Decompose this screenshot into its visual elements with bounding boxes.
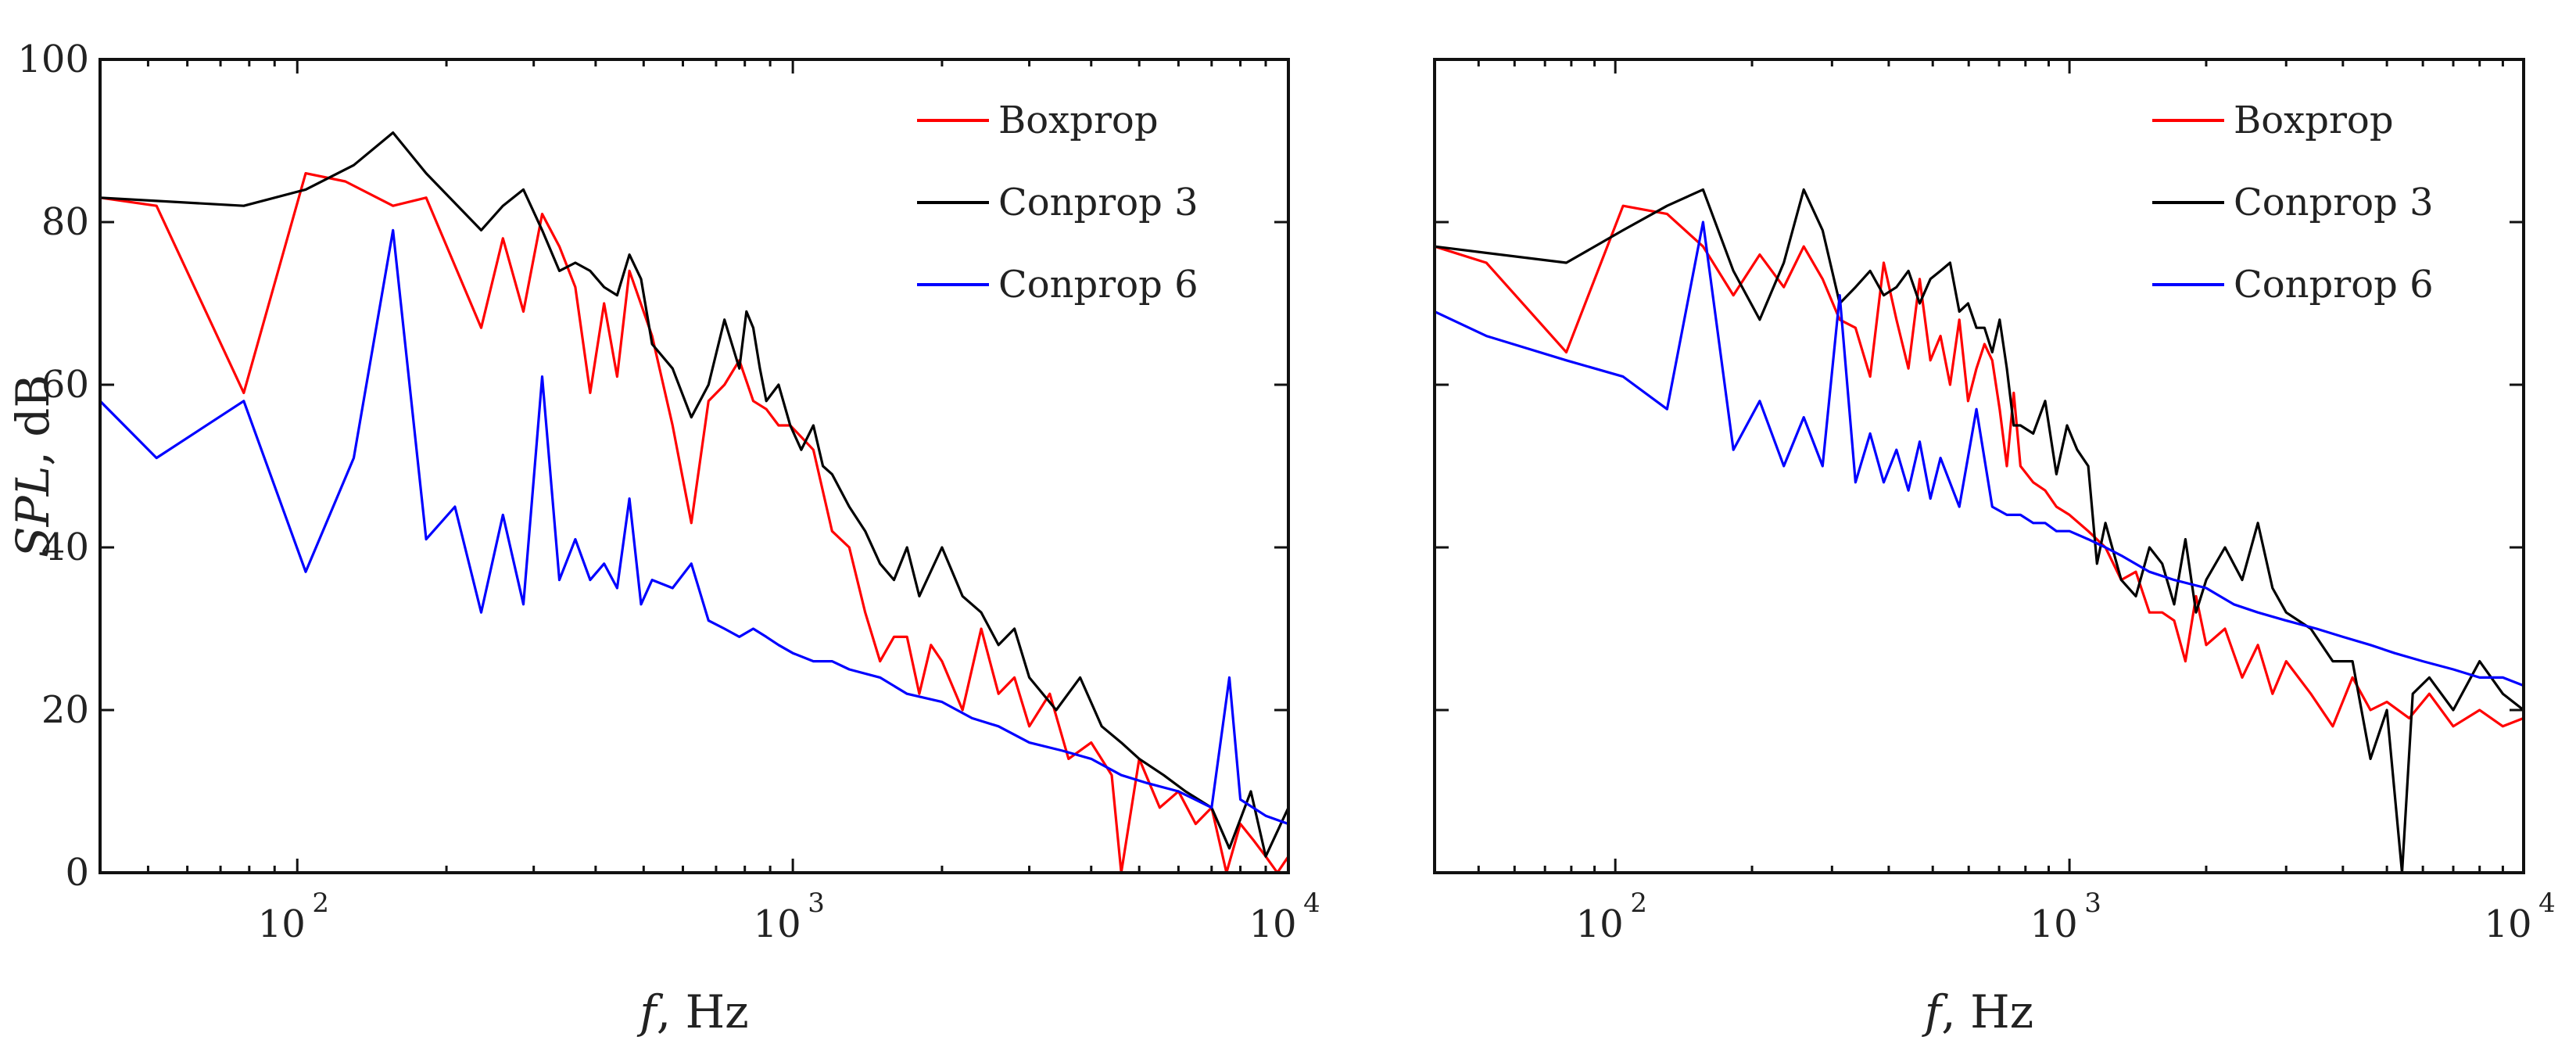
y-tick-label: 0 [65,851,89,895]
series-line-conprop-6 [99,228,1289,826]
legend-label: Conprop 6 [998,263,1198,307]
x-axis-title: f, Hz [1922,985,2033,1038]
x-axis-title-unit: , Hz [657,985,749,1038]
x-axis-title: f, Hz [636,985,748,1038]
y-tick-label: 40 [41,526,89,569]
legend-label: Conprop 3 [998,181,1198,224]
legend-label: Boxprop [998,99,1159,142]
x-tick-exponent: 4 [2538,888,2556,919]
plot-area [100,59,1288,873]
y-tick-label: 60 [41,363,89,407]
x-tick-label: 10 [258,902,306,946]
x-tick-exponent: 3 [808,888,825,919]
axes-frame [99,58,1290,874]
y-axis-title: SPL, dB [6,375,59,558]
x-tick-label: 10 [2484,902,2531,946]
series-line-conprop-3 [1434,188,2524,874]
legend-label: Boxprop [2234,99,2394,142]
plot-area [1435,59,2524,873]
x-tick-exponent: 4 [1303,888,1320,919]
y-axis-title-symbol: SPL [6,466,59,558]
series-line-conprop-6 [1434,221,2524,687]
y-axis-title-unit: , dB [6,375,59,466]
x-tick-exponent: 3 [2084,888,2101,919]
series-line-conprop-3 [99,131,1290,858]
x-tick-label: 10 [754,902,801,946]
x-tick-label: 10 [1576,902,1624,946]
x-tick-exponent: 2 [1630,888,1647,919]
legend-label: Conprop 3 [2234,181,2434,224]
x-tick-label: 10 [1249,902,1296,946]
y-tick-label: 20 [41,688,89,732]
axes-frame [1433,58,2525,874]
y-tick-label: 80 [41,200,89,244]
x-axis-title-unit: , Hz [1941,985,2033,1038]
x-tick-label: 10 [2030,902,2078,946]
x-tick-exponent: 2 [312,888,329,919]
legend-label: Conprop 6 [2234,263,2434,307]
series-line-boxprop [1434,204,2524,728]
y-tick-label: 100 [17,38,89,81]
